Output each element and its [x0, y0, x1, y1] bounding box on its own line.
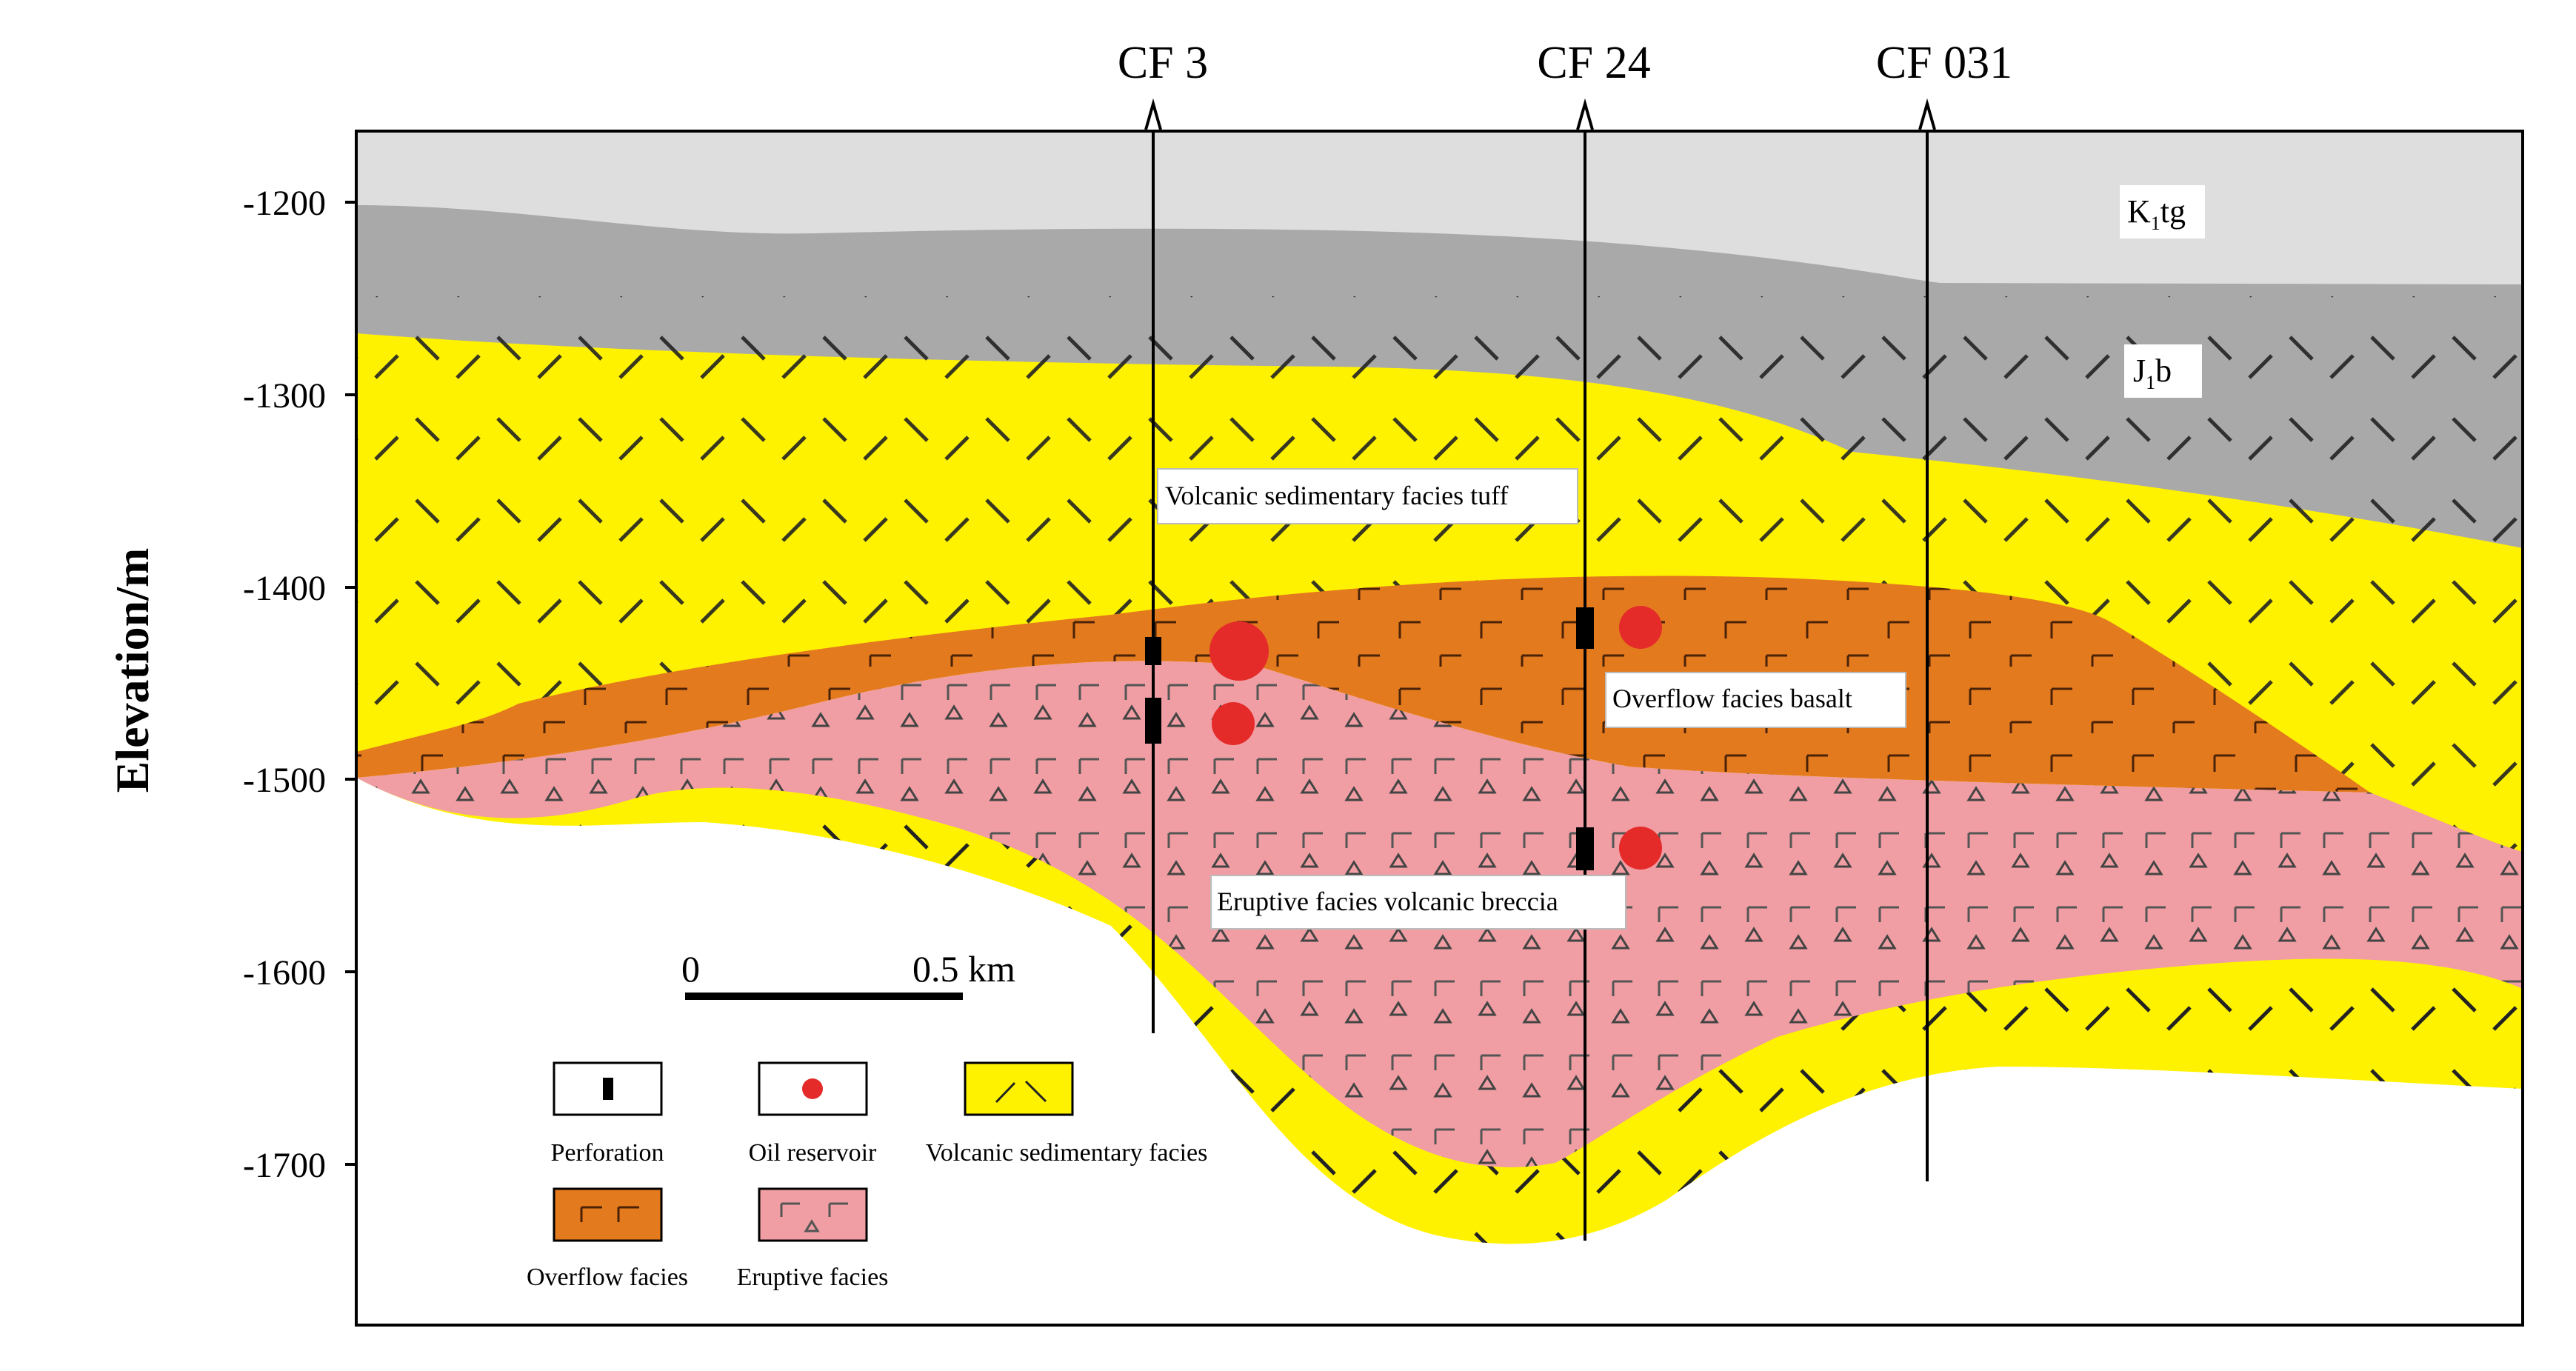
below-section-blank [356, 778, 2523, 1325]
formation-j1b-rest: b [2155, 353, 2172, 389]
scale-end-label: 0.5 km [912, 948, 1015, 990]
y-axis-label: Elevation/m [106, 548, 159, 793]
legend-vs-hatch [995, 1081, 1016, 1104]
annotation-box-tuff [1157, 468, 1578, 524]
annotation-tuff: Volcanic sedimentary facies tuff [1165, 481, 1509, 510]
legend-perforation-icon [603, 1078, 613, 1100]
y-axis: -1200 -1300 -1400 -1500 -1600 -1700 Elev… [106, 184, 356, 1185]
legend-label-perforation: Perforation [551, 1139, 664, 1167]
formation-box-j1b [2124, 344, 2202, 398]
scale-start-label: 0 [681, 948, 700, 990]
y-tick-label: -1500 [243, 761, 326, 800]
section-frame [355, 130, 2524, 1327]
legend-eruptive-hatch [780, 1202, 848, 1232]
legend-label-oil-reservoir: Oil reservoir [749, 1139, 877, 1167]
oil-reservoir-marker [1209, 621, 1269, 681]
formation-k1tg-rest: tg [2160, 193, 2186, 230]
well-cf3: CF 3 [1118, 38, 1208, 1033]
well-cf031-marker [1918, 98, 1936, 130]
formation-box-k1tg [2120, 185, 2205, 238]
formation-labels: K1tg J1b [2120, 185, 2205, 398]
legend-swatch-volcanic-sedimentary [964, 1061, 1074, 1116]
formation-k1tg-main: K [2127, 193, 2151, 230]
oil-reservoir-marker [1619, 827, 1662, 870]
legend-item-volcanic-sedimentary: Volcanic sedimentary facies [926, 1061, 1208, 1167]
well-cf24-marker [1576, 98, 1594, 130]
oil-reservoirs [1209, 606, 1662, 870]
legend-item-overflow: Overflow facies [527, 1187, 688, 1291]
annotation-box-basalt [1605, 672, 1906, 728]
perforation-mark [1145, 637, 1161, 665]
oil-reservoir-marker [1212, 702, 1255, 745]
formation-k1tg: K1tg [2127, 193, 2186, 234]
well-cf3-label: CF 3 [1118, 38, 1208, 88]
annotation-breccia: Eruptive facies volcanic breccia [1217, 887, 1558, 916]
legend-overflow-hatch [580, 1206, 639, 1222]
scale-bar: 0 0.5 km [681, 948, 1015, 1000]
perforation-mark [1576, 827, 1594, 870]
legend-label-eruptive: Eruptive facies [737, 1264, 889, 1291]
section-layers [356, 131, 2523, 1325]
facies-annotations: Volcanic sedimentary facies tuff Overflo… [1157, 468, 1906, 930]
well-cf24: CF 24 [1537, 38, 1651, 1241]
y-tick-label: -1400 [243, 569, 326, 608]
formation-j1b: J1b [2133, 353, 2172, 393]
perforation-mark [1145, 698, 1161, 744]
wells: CF 3 CF 24 CF 031 [1118, 38, 2012, 1241]
perforations [1145, 607, 1594, 870]
y-tick-label: -1200 [243, 184, 326, 223]
y-tick-label: -1700 [243, 1146, 326, 1185]
y-tick-label: -1300 [243, 376, 326, 416]
oil-reservoir-marker [1619, 606, 1662, 649]
formation-j1b-main: J [2133, 353, 2146, 389]
well-cf031-label: CF 031 [1876, 38, 2012, 88]
legend-swatch-eruptive [758, 1187, 868, 1242]
well-cf24-label: CF 24 [1537, 38, 1650, 88]
formation-j1b-sub: 1 [2146, 372, 2155, 393]
legend-vs-hatch [1024, 1080, 1047, 1103]
legend-item-perforation: Perforation [551, 1061, 664, 1167]
legend: Perforation Oil reservoir Volcanic sedim… [527, 1061, 1208, 1291]
annotation-box-breccia [1210, 875, 1626, 930]
perforation-mark [1576, 607, 1594, 649]
well-cf3-marker [1144, 98, 1162, 130]
legend-label-volcanic-sedimentary: Volcanic sedimentary facies [926, 1139, 1208, 1167]
annotation-basalt: Overflow facies basalt [1612, 684, 1852, 713]
legend-oil-icon [802, 1078, 823, 1099]
legend-swatch-overflow [553, 1187, 663, 1242]
legend-item-eruptive: Eruptive facies [737, 1187, 889, 1291]
legend-item-oil-reservoir: Oil reservoir [749, 1061, 877, 1167]
well-cf031: CF 031 [1876, 38, 2012, 1181]
y-tick-label: -1600 [243, 953, 326, 993]
formation-k1tg-sub: 1 [2151, 213, 2160, 234]
legend-label-overflow: Overflow facies [527, 1264, 688, 1291]
